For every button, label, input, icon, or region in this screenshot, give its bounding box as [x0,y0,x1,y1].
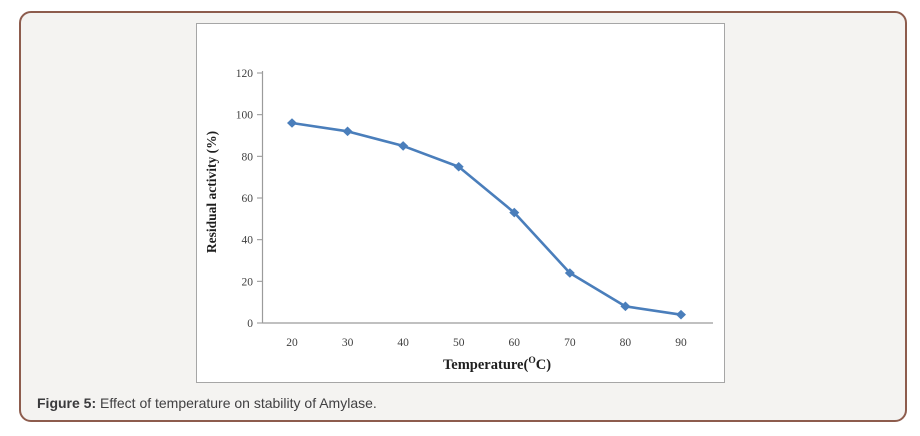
y-tick-label: 0 [247,318,253,330]
axes [261,71,713,324]
x-tick-label: 70 [564,337,576,349]
x-tick-label: 30 [342,337,354,349]
diamond-marker [453,161,464,172]
diamond-marker [287,118,297,128]
chart-box: 0 20 40 60 80 100 120 20 30 40 50 60 70 80 90 Temperatu… [196,23,725,383]
y-tick-label: 20 [242,276,254,288]
y-tick-label: 40 [242,235,254,247]
series-line [290,121,683,316]
figure-caption-text: Effect of temperature on stability of Am… [100,395,377,411]
y-tick-label: 60 [242,193,254,205]
x-tick-labels: 20 30 40 50 60 70 80 90 [286,337,687,349]
x-tick-label: 80 [620,337,632,349]
x-tick-label: 60 [509,337,521,349]
temperature-stability-line-chart: 0 20 40 60 80 100 120 20 30 40 50 60 70 80 90 Temperatu… [204,68,713,373]
diamond-marker [398,141,409,151]
diamond-marker [509,207,520,218]
x-axis-title: Temperature(OC) [443,356,551,373]
figure-caption-label: Figure 5: [37,395,97,411]
diamond-marker [675,309,686,320]
figure-caption: Figure 5: Effect of temperature on stabi… [37,394,377,412]
diamond-marker [342,126,353,137]
y-tick-labels: 0 20 40 60 80 100 120 [236,68,263,330]
y-tick-label: 100 [236,110,254,122]
y-tick-label: 80 [242,151,254,163]
y-tick-label: 120 [236,68,254,80]
x-tick-label: 40 [397,337,409,349]
x-tick-label: 50 [453,337,465,349]
x-tick-label: 90 [675,337,687,349]
y-axis-title: Residual activity (%) [204,131,219,253]
diamond-marker [564,268,575,278]
diamond-marker [620,301,631,312]
x-tick-label: 20 [286,337,298,349]
series-markers [287,118,686,320]
